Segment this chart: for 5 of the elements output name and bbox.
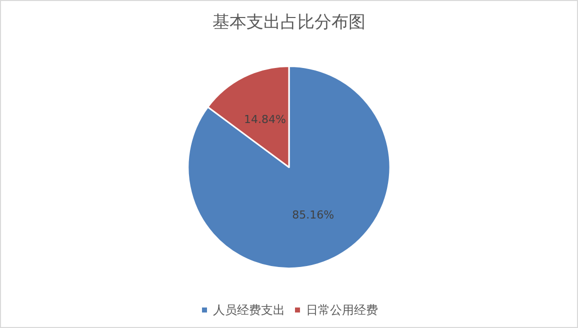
chart-title: 基本支出占比分布图 (212, 12, 366, 32)
legend-label: 人员经费支出 (213, 303, 285, 317)
data-label: 85.16% (292, 208, 334, 222)
data-label: 14.84% (244, 112, 286, 126)
legend-label: 日常公用经费 (306, 303, 378, 317)
